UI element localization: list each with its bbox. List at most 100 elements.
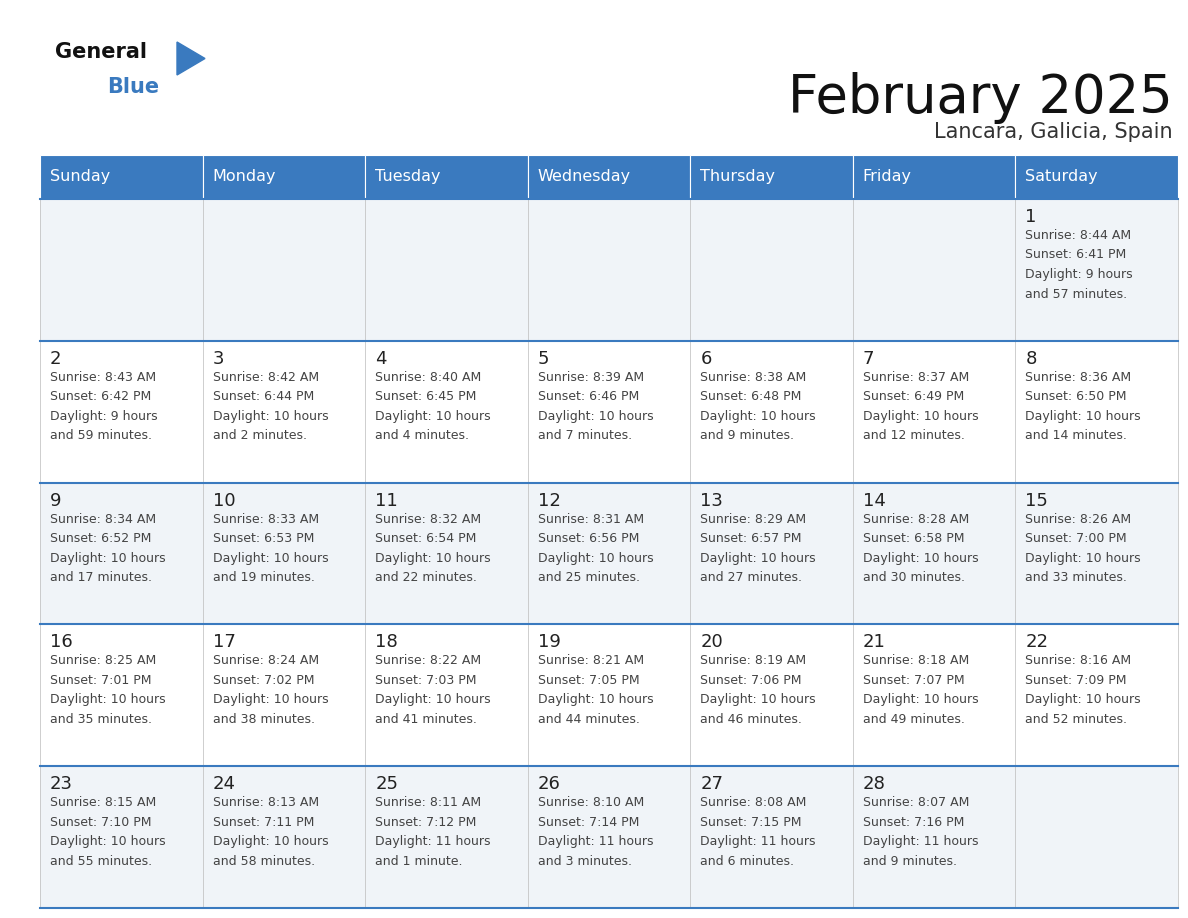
Text: Daylight: 10 hours: Daylight: 10 hours — [50, 693, 165, 706]
Text: and 9 minutes.: and 9 minutes. — [862, 855, 956, 868]
Bar — [690, 155, 853, 199]
Text: February 2025: February 2025 — [789, 72, 1173, 124]
Text: Sunrise: 8:24 AM: Sunrise: 8:24 AM — [213, 655, 318, 667]
Text: 15: 15 — [1025, 492, 1048, 509]
Bar — [203, 155, 365, 199]
Text: Sunrise: 8:15 AM: Sunrise: 8:15 AM — [50, 796, 157, 809]
Text: Daylight: 11 hours: Daylight: 11 hours — [862, 835, 979, 848]
Text: Sunset: 6:57 PM: Sunset: 6:57 PM — [700, 532, 802, 545]
Text: 10: 10 — [213, 492, 235, 509]
Text: Blue: Blue — [107, 77, 159, 97]
Text: Daylight: 11 hours: Daylight: 11 hours — [375, 835, 491, 848]
Text: Saturday: Saturday — [1025, 170, 1098, 185]
Text: Daylight: 10 hours: Daylight: 10 hours — [375, 552, 491, 565]
Text: Sunset: 7:16 PM: Sunset: 7:16 PM — [862, 816, 965, 829]
Text: 8: 8 — [1025, 350, 1037, 368]
Text: Daylight: 10 hours: Daylight: 10 hours — [538, 409, 653, 423]
Text: and 12 minutes.: and 12 minutes. — [862, 430, 965, 442]
Text: Sunrise: 8:26 AM: Sunrise: 8:26 AM — [1025, 512, 1131, 526]
Text: Daylight: 10 hours: Daylight: 10 hours — [862, 552, 979, 565]
Text: and 30 minutes.: and 30 minutes. — [862, 571, 965, 584]
Bar — [365, 199, 527, 341]
Text: Wednesday: Wednesday — [538, 170, 631, 185]
Text: Sunset: 6:50 PM: Sunset: 6:50 PM — [1025, 390, 1127, 403]
Text: Daylight: 10 hours: Daylight: 10 hours — [213, 835, 328, 848]
Text: Sunrise: 8:33 AM: Sunrise: 8:33 AM — [213, 512, 318, 526]
Text: Daylight: 10 hours: Daylight: 10 hours — [700, 693, 816, 706]
Text: Daylight: 10 hours: Daylight: 10 hours — [862, 409, 979, 423]
Text: Sunset: 7:02 PM: Sunset: 7:02 PM — [213, 674, 314, 687]
Bar — [40, 624, 203, 767]
Text: and 19 minutes.: and 19 minutes. — [213, 571, 315, 584]
Bar — [40, 767, 203, 908]
Bar — [527, 155, 690, 199]
Text: Sunset: 6:44 PM: Sunset: 6:44 PM — [213, 390, 314, 403]
Bar — [203, 624, 365, 767]
Text: 9: 9 — [50, 492, 62, 509]
Text: and 44 minutes.: and 44 minutes. — [538, 713, 639, 726]
Text: and 49 minutes.: and 49 minutes. — [862, 713, 965, 726]
Text: 25: 25 — [375, 775, 398, 793]
Text: Sunset: 7:15 PM: Sunset: 7:15 PM — [700, 816, 802, 829]
Text: Sunset: 7:00 PM: Sunset: 7:00 PM — [1025, 532, 1127, 545]
Text: 18: 18 — [375, 633, 398, 652]
Text: and 17 minutes.: and 17 minutes. — [50, 571, 152, 584]
Text: Sunrise: 8:32 AM: Sunrise: 8:32 AM — [375, 512, 481, 526]
Text: Sunrise: 8:34 AM: Sunrise: 8:34 AM — [50, 512, 156, 526]
Text: Sunrise: 8:11 AM: Sunrise: 8:11 AM — [375, 796, 481, 809]
Text: Daylight: 10 hours: Daylight: 10 hours — [50, 835, 165, 848]
Text: Sunrise: 8:19 AM: Sunrise: 8:19 AM — [700, 655, 807, 667]
Bar — [203, 767, 365, 908]
Text: Daylight: 10 hours: Daylight: 10 hours — [375, 409, 491, 423]
Bar — [527, 341, 690, 483]
Text: Sunset: 6:52 PM: Sunset: 6:52 PM — [50, 532, 151, 545]
Text: Lancara, Galicia, Spain: Lancara, Galicia, Spain — [935, 122, 1173, 142]
Text: Sunset: 6:45 PM: Sunset: 6:45 PM — [375, 390, 476, 403]
Text: Daylight: 9 hours: Daylight: 9 hours — [50, 409, 158, 423]
Text: Daylight: 10 hours: Daylight: 10 hours — [538, 552, 653, 565]
Text: Daylight: 10 hours: Daylight: 10 hours — [1025, 409, 1140, 423]
Text: and 52 minutes.: and 52 minutes. — [1025, 713, 1127, 726]
Bar — [853, 767, 1016, 908]
Text: and 55 minutes.: and 55 minutes. — [50, 855, 152, 868]
Text: Daylight: 10 hours: Daylight: 10 hours — [213, 409, 328, 423]
Text: and 57 minutes.: and 57 minutes. — [1025, 287, 1127, 300]
Bar — [365, 767, 527, 908]
Text: 6: 6 — [700, 350, 712, 368]
Text: Sunrise: 8:40 AM: Sunrise: 8:40 AM — [375, 371, 481, 384]
Bar — [527, 199, 690, 341]
Bar — [690, 624, 853, 767]
Bar — [690, 199, 853, 341]
Bar — [203, 199, 365, 341]
Text: 21: 21 — [862, 633, 886, 652]
Text: Sunset: 7:05 PM: Sunset: 7:05 PM — [538, 674, 639, 687]
Bar — [203, 341, 365, 483]
Text: Sunset: 7:10 PM: Sunset: 7:10 PM — [50, 816, 152, 829]
Bar — [690, 767, 853, 908]
Text: 11: 11 — [375, 492, 398, 509]
Text: and 59 minutes.: and 59 minutes. — [50, 430, 152, 442]
Text: Sunrise: 8:22 AM: Sunrise: 8:22 AM — [375, 655, 481, 667]
Text: 28: 28 — [862, 775, 886, 793]
Text: Sunset: 7:06 PM: Sunset: 7:06 PM — [700, 674, 802, 687]
Text: Daylight: 10 hours: Daylight: 10 hours — [700, 552, 816, 565]
Text: Sunrise: 8:21 AM: Sunrise: 8:21 AM — [538, 655, 644, 667]
Text: Sunrise: 8:16 AM: Sunrise: 8:16 AM — [1025, 655, 1131, 667]
Text: 19: 19 — [538, 633, 561, 652]
Bar — [690, 341, 853, 483]
Text: Daylight: 10 hours: Daylight: 10 hours — [1025, 552, 1140, 565]
Text: Sunset: 7:07 PM: Sunset: 7:07 PM — [862, 674, 965, 687]
Bar — [853, 483, 1016, 624]
Text: Sunset: 7:01 PM: Sunset: 7:01 PM — [50, 674, 152, 687]
Text: 20: 20 — [700, 633, 723, 652]
Bar — [853, 155, 1016, 199]
Bar — [853, 199, 1016, 341]
Text: and 2 minutes.: and 2 minutes. — [213, 430, 307, 442]
Bar — [40, 155, 203, 199]
Bar — [365, 155, 527, 199]
Text: Sunset: 6:41 PM: Sunset: 6:41 PM — [1025, 249, 1126, 262]
Text: Sunset: 6:53 PM: Sunset: 6:53 PM — [213, 532, 314, 545]
Text: Sunset: 6:46 PM: Sunset: 6:46 PM — [538, 390, 639, 403]
Text: 16: 16 — [50, 633, 72, 652]
Text: Sunrise: 8:38 AM: Sunrise: 8:38 AM — [700, 371, 807, 384]
